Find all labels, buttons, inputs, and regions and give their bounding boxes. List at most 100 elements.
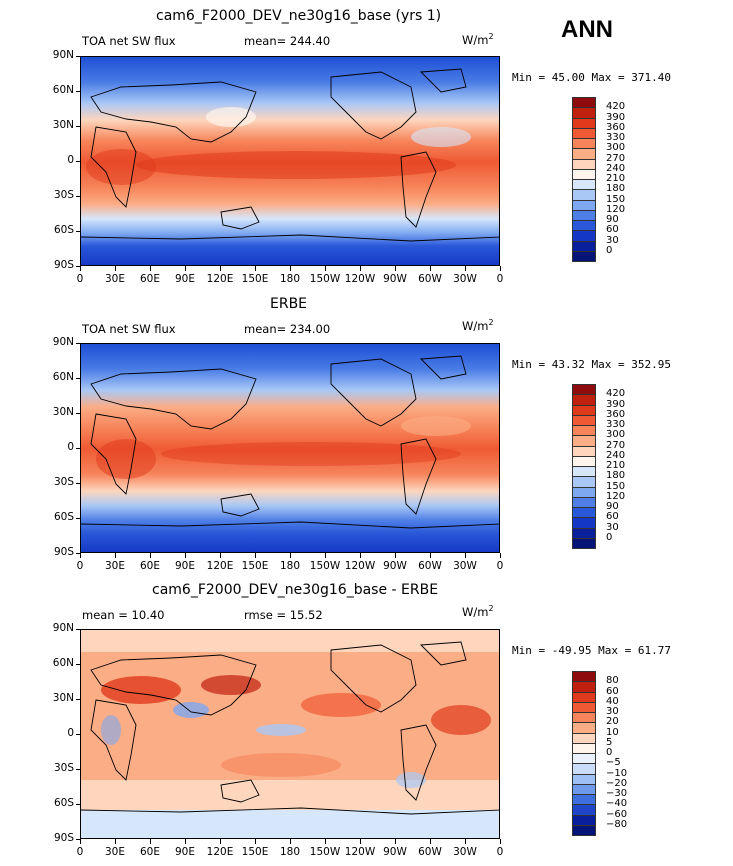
panel-3-lon-tick-label: 150W (309, 846, 341, 858)
panel-2-colorbar-label: 210 (606, 460, 626, 471)
panel-1-lon-tick (150, 266, 151, 271)
panel-1-lon-tick (290, 266, 291, 271)
panel-3-lon-tick-label: 150E (241, 846, 269, 858)
panel-3-lon-tick (185, 839, 186, 844)
panel-1-colorbar-label: 30 (606, 234, 619, 246)
panel-1-lon-tick-label: 30W (453, 273, 477, 285)
panel-3-lon-tick-label: 90E (175, 846, 195, 858)
panel-1-lon-tick-label: 180 (279, 273, 301, 285)
panel-3-lat-tick-label: 60N (52, 657, 74, 669)
panel-1-lon-tick (465, 266, 466, 271)
panel-3-colorbar-label: 20 (606, 716, 619, 728)
panel-2-lon-tick-label: 150E (241, 560, 269, 572)
panel-3-colorbar-label: −30 (606, 788, 628, 799)
panel-1-lon-tick-label: 120W (344, 273, 376, 285)
panel-3-lon-tick-label: 30W (453, 846, 477, 858)
panel-2-field (81, 344, 499, 552)
panel-2-colorbar-label: 270 (606, 439, 626, 451)
panel-1-colorbar-label: 210 (606, 173, 626, 184)
panel-1-lon-tick-label: 120E (206, 273, 234, 285)
panel-1-lat-tick-label: 90S (53, 259, 74, 271)
panel-1-lat-tick-label: 90N (52, 49, 74, 61)
panel-1-left-label: TOA net SW flux (82, 34, 176, 48)
panel-2-lat-tick (76, 518, 80, 519)
panel-3-colorbar (572, 671, 596, 836)
panel-3-colorbar-label: −20 (606, 777, 628, 789)
panel-2-lon-tick (430, 553, 431, 558)
panel-3-lon-tick (325, 839, 326, 844)
panel-2-colorbar-label: 240 (606, 449, 626, 461)
panel-2-lon-tick-label: 180 (279, 560, 301, 572)
panel-1-lon-tick (185, 266, 186, 271)
panel-3-colorbar-label: 10 (606, 726, 619, 738)
panel-3-lat-tick (76, 629, 80, 630)
panel-3-lon-tick (395, 839, 396, 844)
panel-2-colorbar (572, 384, 596, 549)
panel-1-lon-tick (255, 266, 256, 271)
panel-1-map (80, 56, 500, 266)
panel-2-lon-tick (290, 553, 291, 558)
panel-2-colorbar-label: 180 (606, 470, 626, 482)
panel-1-center-label: mean= 244.40 (244, 34, 331, 48)
panel-1-colorbar-label: 360 (606, 121, 626, 133)
panel-1-lon-tick-label: 0 (76, 273, 84, 285)
panel-2-lon-tick-label: 90W (383, 560, 407, 572)
panel-1-lon-tick-label: 90W (383, 273, 407, 285)
panel-3-colorbar-label: 0 (606, 747, 613, 758)
panel-2-lon-tick-label: 0 (496, 560, 504, 572)
panel-1-lat-tick (76, 56, 80, 57)
panel-3-colorbar-label: 30 (606, 706, 619, 717)
panel-3-lon-tick (150, 839, 151, 844)
panel-2-lat-tick-label: 0 (67, 441, 74, 453)
panel-1-colorbar-label: 90 (606, 214, 619, 225)
panel-1-units: W/m2 (462, 32, 494, 47)
panel-2-lat-tick-label: 30N (52, 406, 74, 418)
panel-2-lon-tick (115, 553, 116, 558)
panel-3-colorbar-label: −60 (606, 808, 628, 820)
panel-1-lon-tick-label: 60W (418, 273, 442, 285)
panel-3-lon-tick (500, 839, 501, 844)
panel-2-lon-tick (220, 553, 221, 558)
panel-3-lat-tick-label: 30S (53, 762, 74, 774)
panel-1-lon-tick-label: 60E (140, 273, 160, 285)
panel-3-lon-tick (220, 839, 221, 844)
panel-3-center-label: rmse = 15.52 (244, 608, 323, 622)
panel-1-lon-tick (360, 266, 361, 271)
panel-1-lon-tick (115, 266, 116, 271)
panel-3-lon-tick-label: 60W (418, 846, 442, 858)
panel-2-colorbar-label: 420 (606, 388, 626, 400)
panel-2-colorbar-label: 150 (606, 480, 626, 492)
panel-1-title: cam6_F2000_DEV_ne30g16_base (yrs 1) (156, 8, 442, 24)
panel-2-colorbar-label: 0 (606, 531, 613, 543)
panel-3-lon-tick-label: 60E (140, 846, 160, 858)
panel-2-lon-tick (500, 553, 501, 558)
panel-3-lat-tick (76, 734, 80, 735)
panel-2-lon-tick (185, 553, 186, 558)
panel-3-lat-tick (76, 664, 80, 665)
panel-3-lon-tick (115, 839, 116, 844)
panel-1-colorbar-label: 150 (606, 193, 626, 205)
panel-3-lon-tick (430, 839, 431, 844)
panel-2-lat-tick (76, 448, 80, 449)
panel-3-colorbar-label: 5 (606, 736, 613, 748)
panel-1-colorbar-label: 420 (606, 101, 626, 113)
panel-3-lat-tick-label: 30N (52, 692, 74, 704)
panel-3-lat-tick (76, 804, 80, 805)
panel-3-lon-tick (465, 839, 466, 844)
panel-2-lon-tick-label: 120W (344, 560, 376, 572)
panel-3-lon-tick-label: 120W (344, 846, 376, 858)
panel-3-colorbar-label: 80 (606, 675, 619, 687)
panel-1-lat-tick-label: 30N (52, 119, 74, 131)
panel-3-colorbar-label: 60 (606, 685, 619, 697)
panel-1-lon-tick-label: 150W (309, 273, 341, 285)
panel-2-colorbar-label: 120 (606, 490, 626, 502)
panel-3-lon-tick-label: 0 (76, 846, 84, 858)
panel-1-colorbar-label: 180 (606, 183, 626, 195)
panel-2-lat-tick (76, 378, 80, 379)
panel-3-lat-tick (76, 769, 80, 770)
panel-2-lat-tick-label: 30S (53, 476, 74, 488)
panel-3-lon-tick-label: 30E (105, 846, 125, 858)
panel-1-lon-tick-label: 150E (241, 273, 269, 285)
panel-1-lat-tick-label: 60N (52, 84, 74, 96)
panel-3-colorbar-box (572, 824, 596, 836)
